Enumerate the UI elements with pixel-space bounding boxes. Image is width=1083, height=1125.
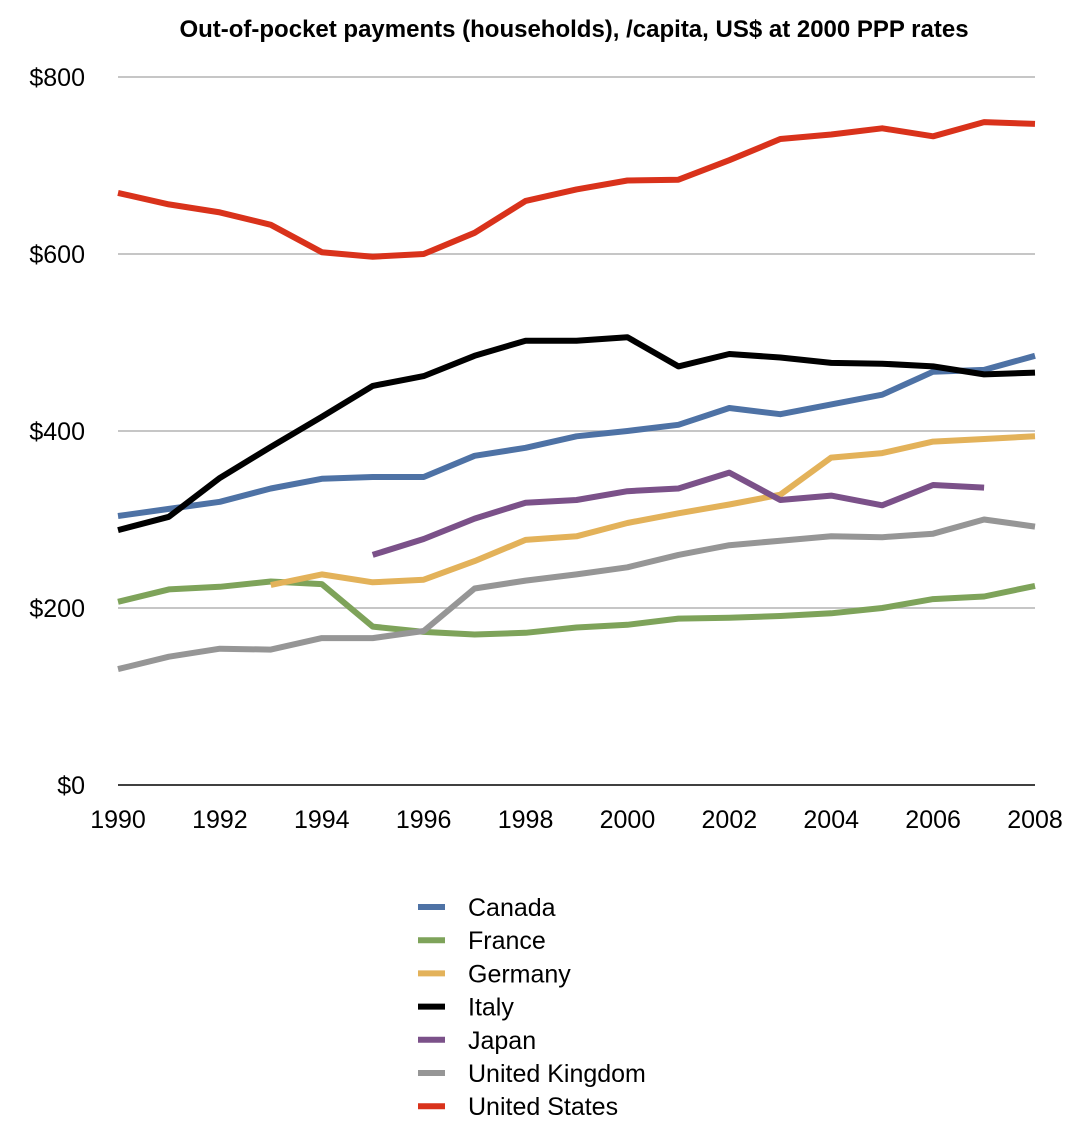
series-line (270, 433, 1036, 588)
legend-item: Italy (418, 994, 514, 1022)
series-line (117, 119, 1036, 260)
x-tick-label: 2008 (1007, 806, 1063, 834)
y-tick-label: $200 (29, 595, 85, 623)
legend-label: United States (468, 1093, 618, 1121)
series-france (117, 578, 1036, 638)
x-tick-label: 1998 (498, 806, 554, 834)
x-tick-label: 2004 (803, 806, 859, 834)
legend-item: Germany (418, 960, 571, 988)
series-japan (371, 469, 985, 558)
legend-label: United Kingdom (468, 1060, 646, 1088)
legend-label: Italy (468, 994, 514, 1022)
legend-item: Canada (418, 894, 556, 922)
legend-label: Canada (468, 894, 556, 922)
legend-item: United Kingdom (418, 1060, 646, 1088)
series-line (117, 334, 1036, 534)
series-united-states (117, 119, 1036, 260)
y-tick-label: $400 (29, 418, 85, 446)
series-lines (117, 119, 1036, 673)
legend-label: France (468, 927, 546, 955)
legend-label: Japan (468, 1027, 536, 1055)
x-tick-label: 1994 (294, 806, 350, 834)
axes: $0 $200 $400 $600 $800 1990 1992 1994 1996 1998 20… (29, 64, 1062, 834)
series-italy (117, 334, 1036, 534)
chart-title: Out-of-pocket payments (households), /ca… (179, 16, 968, 43)
x-tick-label: 1990 (90, 806, 146, 834)
legend: Canada France Germany Italy Japan United King… (418, 894, 646, 1121)
x-tick-label: 2006 (905, 806, 961, 834)
legend-label: Germany (468, 960, 571, 988)
x-tick-label: 2002 (702, 806, 758, 834)
series-line (117, 352, 1036, 519)
series-line (117, 516, 1036, 673)
y-tick-label: $800 (29, 64, 85, 92)
series-line (371, 469, 985, 558)
x-tick-label: 1992 (192, 806, 248, 834)
series-germany (270, 433, 1036, 588)
legend-item: United States (418, 1093, 618, 1121)
series-united-kingdom (117, 516, 1036, 673)
series-canada (117, 352, 1036, 519)
x-tick-label: 2000 (600, 806, 656, 834)
legend-item: France (418, 927, 546, 955)
legend-item: Japan (418, 1027, 536, 1055)
y-tick-label: $600 (29, 241, 85, 269)
series-line (117, 578, 1036, 638)
y-tick-label: $0 (57, 772, 85, 800)
x-tick-label: 1996 (396, 806, 452, 834)
